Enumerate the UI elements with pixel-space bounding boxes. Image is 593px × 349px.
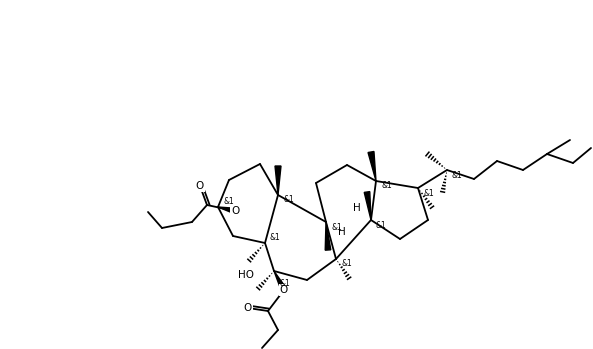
Text: &1: &1 <box>381 181 392 191</box>
Text: &1: &1 <box>376 221 387 230</box>
Text: &1: &1 <box>279 279 290 288</box>
Text: &1: &1 <box>283 195 294 205</box>
Text: &1: &1 <box>452 171 463 179</box>
Text: H: H <box>353 203 361 213</box>
Text: O: O <box>196 181 204 191</box>
Polygon shape <box>218 207 235 214</box>
Polygon shape <box>274 271 286 291</box>
Text: O: O <box>280 285 288 295</box>
Text: &1: &1 <box>223 198 234 207</box>
Polygon shape <box>325 222 331 250</box>
Polygon shape <box>364 192 371 220</box>
Polygon shape <box>275 166 281 195</box>
Polygon shape <box>368 151 376 181</box>
Text: &1: &1 <box>341 260 352 268</box>
Text: O: O <box>231 206 239 216</box>
Text: &1: &1 <box>423 188 433 198</box>
Text: H: H <box>338 227 346 237</box>
Text: HO: HO <box>238 270 254 280</box>
Text: O: O <box>244 303 252 313</box>
Text: &1: &1 <box>331 223 342 231</box>
Text: &1: &1 <box>270 233 280 243</box>
